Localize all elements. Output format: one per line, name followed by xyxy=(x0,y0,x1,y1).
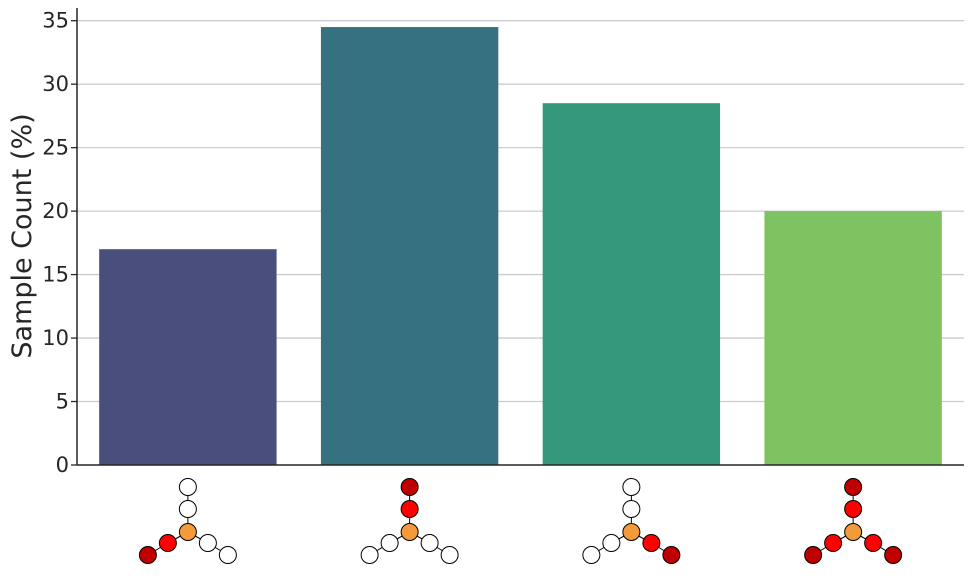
motif-node xyxy=(622,500,641,518)
y-tick-label: 30 xyxy=(42,72,69,96)
motif-node xyxy=(864,534,883,552)
motif-node xyxy=(400,478,419,496)
motif-node xyxy=(138,546,157,564)
motif-node xyxy=(884,546,903,564)
motif-node xyxy=(622,478,641,496)
motif-node xyxy=(420,534,439,552)
motif-node xyxy=(400,500,419,518)
motif-node xyxy=(582,546,601,564)
bar-4 xyxy=(764,211,942,465)
motif-center-node xyxy=(844,523,863,541)
y-tick-label: 15 xyxy=(42,263,69,287)
y-axis-label: Sample Count (%) xyxy=(7,113,38,358)
motif-node xyxy=(178,500,197,518)
motif-center-node xyxy=(178,523,197,541)
motif-node xyxy=(602,534,621,552)
y-ticks: 0 5 10 15 20 25 30 35 xyxy=(42,9,77,477)
bars xyxy=(99,27,942,466)
motif-node xyxy=(844,500,863,518)
y-tick-label: 10 xyxy=(42,326,69,350)
motif-3 xyxy=(582,478,681,564)
y-tick-label: 35 xyxy=(42,9,69,33)
y-tick-label: 25 xyxy=(42,136,69,160)
motif-node xyxy=(198,534,217,552)
bar-2 xyxy=(320,27,499,466)
motif-node xyxy=(158,534,177,552)
motif-node xyxy=(662,546,681,564)
y-tick-label: 20 xyxy=(42,199,69,223)
motif-node xyxy=(804,546,823,564)
motif-node xyxy=(824,534,843,552)
category-motifs xyxy=(138,478,903,564)
motif-node xyxy=(440,546,459,564)
motif-node xyxy=(360,546,379,564)
motif-2 xyxy=(360,478,459,564)
motif-1 xyxy=(138,478,237,564)
y-tick-label: 0 xyxy=(56,453,69,477)
motif-node xyxy=(642,534,661,552)
motif-node xyxy=(178,478,197,496)
motif-4 xyxy=(804,478,903,564)
y-tick-label: 5 xyxy=(56,390,69,414)
motif-node xyxy=(218,546,237,564)
motif-center-node xyxy=(400,523,419,541)
bar-3 xyxy=(542,103,721,465)
bar-1 xyxy=(99,249,277,465)
motif-node xyxy=(380,534,399,552)
motif-center-node xyxy=(622,523,641,541)
motif-node xyxy=(844,478,863,496)
